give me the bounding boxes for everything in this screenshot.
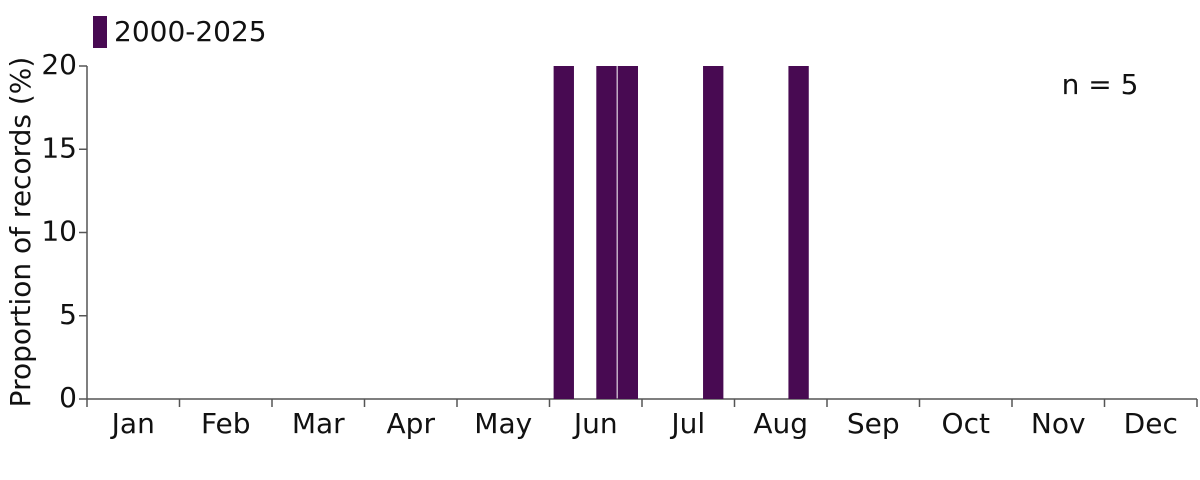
bar (553, 66, 574, 399)
x-tick-label: Mar (292, 407, 345, 440)
bar (703, 66, 724, 399)
x-tick-label: May (474, 407, 532, 440)
x-tick-label: Dec (1124, 407, 1178, 440)
x-tick-label: Sep (847, 407, 900, 440)
x-tick-label: Jun (572, 407, 618, 440)
y-axis-label: Proportion of records (%) (4, 57, 37, 408)
x-tick-label: Nov (1031, 407, 1086, 440)
annotation: n = 5 (1062, 68, 1139, 101)
x-tick-label: Apr (387, 407, 436, 440)
bar (596, 66, 617, 399)
x-tick-label: Jul (669, 407, 705, 440)
legend-swatch (93, 16, 107, 48)
y-tick-label: 5 (59, 298, 77, 331)
x-tick-label: Jan (110, 407, 155, 440)
bar (617, 66, 638, 399)
x-tick-label: Feb (201, 407, 251, 440)
y-tick-label: 15 (41, 131, 77, 164)
x-tick-label: Oct (942, 407, 990, 440)
bar (788, 66, 809, 399)
y-tick-label: 10 (41, 215, 77, 248)
legend-label: 2000-2025 (114, 15, 267, 48)
x-tick-label: Aug (753, 407, 808, 440)
y-tick-label: 20 (41, 48, 77, 81)
y-tick-label: 0 (59, 381, 77, 414)
